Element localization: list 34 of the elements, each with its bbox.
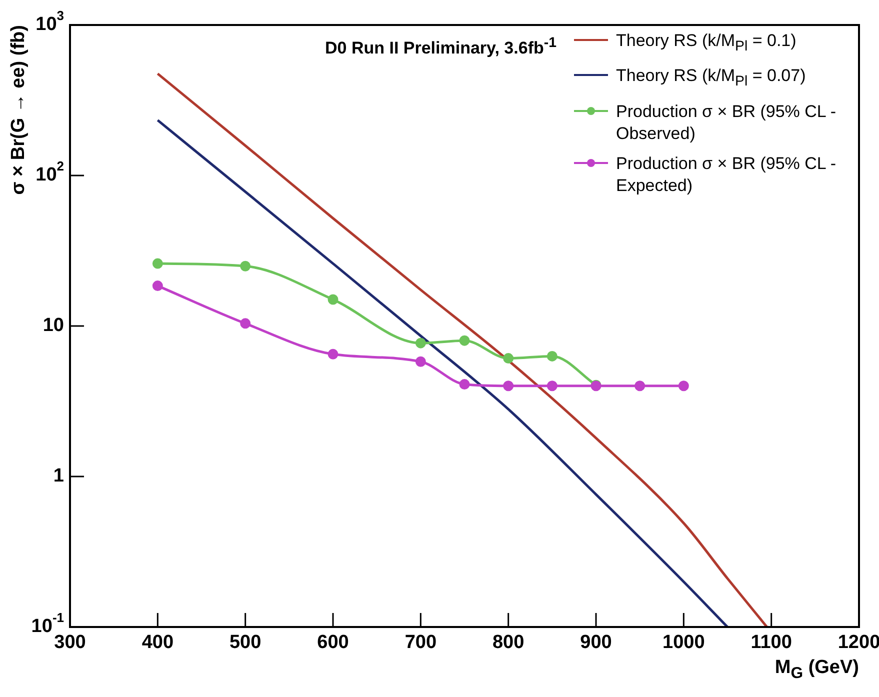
y-axis-title: σ × Br(G → ee) (fb) [8,25,30,195]
x-tick-label: 1100 [750,632,792,654]
x-tick-label: 1000 [662,632,705,654]
x-tick-label: 600 [317,632,349,654]
legend-label: Production σ × BR (95% CL - Expected) [616,152,838,197]
x-tick-label: 400 [142,632,174,654]
point [546,350,558,362]
point [328,348,338,360]
x-tick-label: 500 [229,632,262,654]
point [328,294,338,305]
point [240,318,251,329]
x-tick-label: 700 [404,632,437,654]
x-tick-label: 900 [580,632,612,654]
legend-label: Theory RS (k/M$_{Pl}$ = 0.1) [616,30,798,56]
y-tick-label: 10 [42,315,64,336]
x-tick-label: 800 [492,632,524,654]
point [459,379,470,390]
point [459,335,470,346]
point [678,380,689,392]
point [634,380,646,392]
x-tick-label: 1200 [838,632,879,654]
annotation: D0 Run II Preliminary, 3.6fb$^{-1}$ [325,35,556,59]
legend-label: Theory RS (k/M$_{Pl}$ = 0.07) [616,65,807,92]
point [415,338,426,348]
x-axis-title: M$_{G}$ (GeV) [774,657,859,683]
legend-label: Production σ × BR (95% CL - Observed) [616,100,838,145]
point [152,258,163,269]
point [503,380,514,392]
point [546,380,558,392]
point [503,353,514,364]
point [152,280,163,292]
point [415,356,426,367]
y-tick-label: 1 [53,466,64,487]
point [240,260,251,272]
